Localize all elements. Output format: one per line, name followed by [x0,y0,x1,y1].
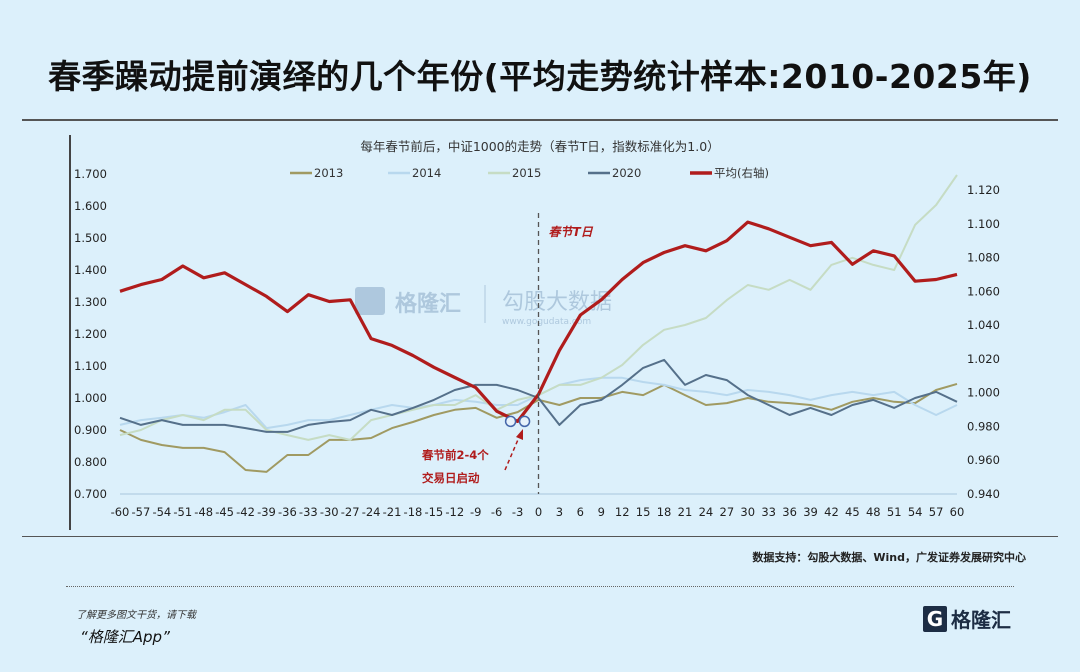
y-right-tick-label: 0.980 [967,419,1000,433]
title-divider [22,119,1058,121]
x-tick-label: 57 [929,505,944,519]
brand-logo: G 格隆汇 [923,604,1011,633]
y-right-tick-label: 1.060 [967,284,1000,298]
x-tick-label: 60 [950,505,965,519]
x-tick-label: -15 [424,505,443,519]
y-right-tick-label: 1.020 [967,352,1000,366]
x-tick-label: -9 [470,505,481,519]
start-annotation-line2: 交易日启动 [422,471,480,485]
x-tick-label: 12 [615,505,630,519]
y-left-tick-label: 1.600 [74,199,107,213]
watermark: 格隆汇 勾股大数据 www.gogudata.com [355,285,612,327]
page-title: 春季躁动提前演绎的几个年份(平均走势统计样本:2010-2025年) [48,57,1032,96]
x-tick-label: -39 [257,505,276,519]
x-tick-label: 27 [720,505,735,519]
x-tick-label: 9 [598,505,605,519]
y-right-tick-label: 1.120 [967,183,1000,197]
y-left-tick-label: 1.700 [74,167,107,181]
chart: 每年春节前后，中证1000的走势（春节T日，指数标准化为1.0） 2013 201… [69,135,1000,530]
chart-title: 每年春节前后，中证1000的走势（春节T日，指数标准化为1.0） [360,139,719,154]
y-left-tick-label: 0.900 [74,423,107,437]
x-tick-label: 24 [699,505,714,519]
legend-label-2014: 2014 [412,166,441,180]
y-right-tick-label: 1.100 [967,217,1000,231]
x-tick-label: 45 [845,505,860,519]
x-tick-label: 6 [577,505,584,519]
x-tick-label: -48 [194,505,213,519]
watermark-logo-icon [355,287,385,315]
x-tick-label: 3 [556,505,563,519]
y-left-tick-label: 1.300 [74,295,107,309]
x-tick-label: -30 [320,505,339,519]
logo-text: 格隆汇 [951,608,1011,632]
y-right-tick-label: 1.040 [967,318,1000,332]
logo-icon: G [923,605,947,632]
x-tick-label: 30 [740,505,755,519]
x-tick-label: -12 [445,505,464,519]
x-tick-label: -27 [341,505,360,519]
x-tick-label: 36 [782,505,797,519]
x-tick-label: -18 [404,505,423,519]
y-right-tick-label: 1.080 [967,251,1000,265]
y-left-tick-label: 0.800 [74,455,107,469]
x-tick-label: -57 [132,505,151,519]
x-tick-label: 48 [866,505,881,519]
x-tick-label: -60 [111,505,130,519]
x-tick-label: 21 [678,505,693,519]
start-marker [504,415,517,428]
x-tick-label: -36 [278,505,297,519]
download-hint: 了解更多图文干货，请下载 [76,610,196,621]
x-tick-label: 54 [908,505,923,519]
annotation-arrow [504,434,521,471]
t-day-label: 春节T日 [549,225,594,239]
x-tick-label: -51 [173,505,192,519]
legend: 2013 2014 2015 2020 平均(右轴) [290,166,769,180]
y-left-tick-label: 1.400 [74,263,107,277]
x-tick-label: -42 [236,505,255,519]
x-tick-label: 42 [824,505,839,519]
x-tick-label: 18 [657,505,672,519]
y-left-tick-label: 1.200 [74,327,107,341]
x-tick-label: -54 [152,505,171,519]
dotted-divider [66,586,1014,587]
chart-bottom-divider [22,536,1058,537]
watermark-url: www.gogudata.com [502,317,591,327]
x-tick-label: 51 [887,505,902,519]
annotation-arrowhead-icon [516,429,523,440]
x-tick-label: 39 [803,505,818,519]
y-left-tick-label: 1.100 [74,359,107,373]
legend-label-2015: 2015 [512,166,541,180]
data-source: 数据支持：勾股大数据、Wind，广发证券发展研究中心 [752,551,1026,564]
watermark-brand2: 勾股大数据 [502,290,612,315]
y-right-tick-label: 0.960 [967,453,1000,467]
y-right-tick-label: 1.000 [967,386,1000,400]
watermark-brand: 格隆汇 [395,291,461,317]
legend-label-2020: 2020 [612,166,641,180]
legend-label-2013: 2013 [314,166,343,180]
x-tick-label: -21 [383,505,402,519]
start-marker [518,415,531,428]
x-tick-label: -6 [491,505,502,519]
start-annotation-line1: 春节前2-4个 [422,448,489,462]
y-right-tick-label: 0.940 [967,487,1000,501]
x-tick-label: -33 [299,505,318,519]
x-tick-label: 33 [761,505,776,519]
y-left-tick-label: 0.700 [74,487,107,501]
series-line-2013 [119,382,958,473]
x-tick-label: 15 [636,505,651,519]
app-name: “格隆汇App” [80,628,170,646]
legend-label-平均(右轴): 平均(右轴) [714,166,769,180]
x-tick-label: 0 [535,505,542,519]
x-tick-label: -3 [512,505,523,519]
x-tick-label: -45 [215,505,234,519]
y-left-tick-label: 1.000 [74,391,107,405]
y-left-tick-label: 1.500 [74,231,107,245]
x-tick-label: -24 [362,505,381,519]
